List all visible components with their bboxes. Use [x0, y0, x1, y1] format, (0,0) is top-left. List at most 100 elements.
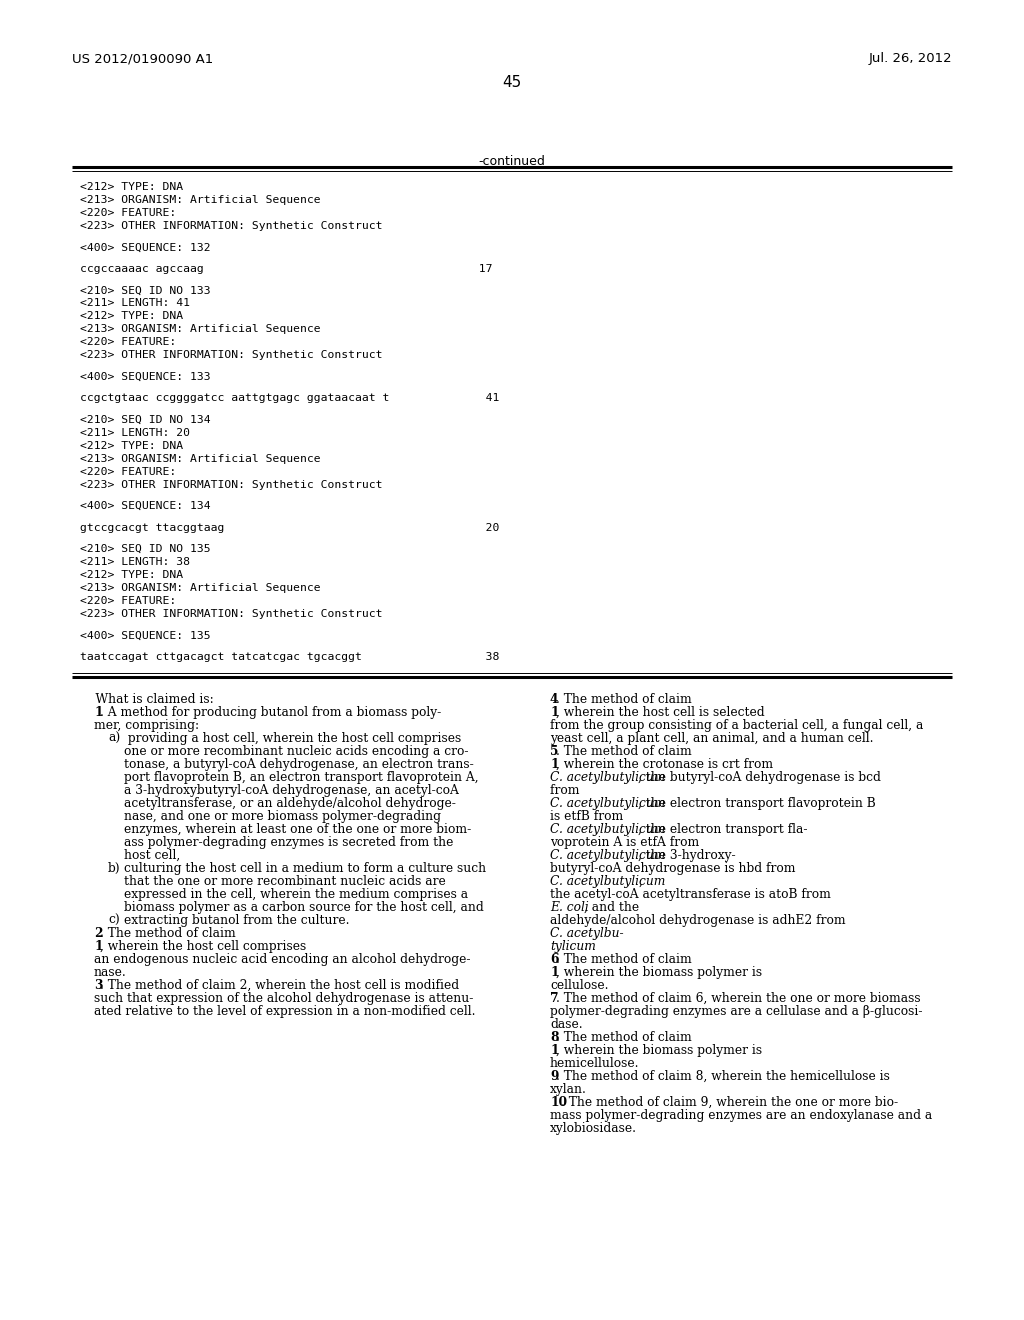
Text: . The method of claim 8, wherein the hemicellulose is: . The method of claim 8, wherein the hem…: [556, 1071, 890, 1082]
Text: C. acetylbutylicum: C. acetylbutylicum: [550, 875, 666, 888]
Text: , the 3-hydroxy-: , the 3-hydroxy-: [638, 849, 736, 862]
Text: What is claimed is:: What is claimed is:: [80, 693, 214, 706]
Text: a 3-hydroxybutyryl-coA dehydrogenase, an acetyl-coA: a 3-hydroxybutyryl-coA dehydrogenase, an…: [124, 784, 459, 797]
Text: ccgccaaaac agccaag                                        17: ccgccaaaac agccaag 17: [80, 264, 493, 275]
Text: enzymes, wherein at least one of the one or more biom-: enzymes, wherein at least one of the one…: [124, 822, 471, 836]
Text: from the group consisting of a bacterial cell, a fungal cell, a: from the group consisting of a bacterial…: [550, 719, 924, 733]
Text: <213> ORGANISM: Artificial Sequence: <213> ORGANISM: Artificial Sequence: [80, 583, 321, 593]
Text: expressed in the cell, wherein the medium comprises a: expressed in the cell, wherein the mediu…: [124, 888, 468, 902]
Text: -continued: -continued: [478, 154, 546, 168]
Text: providing a host cell, wherein the host cell comprises: providing a host cell, wherein the host …: [124, 733, 461, 744]
Text: extracting butanol from the culture.: extracting butanol from the culture.: [124, 913, 349, 927]
Text: . The method of claim 2, wherein the host cell is modified: . The method of claim 2, wherein the hos…: [99, 979, 459, 991]
Text: from: from: [550, 784, 584, 797]
Text: <210> SEQ ID NO 134: <210> SEQ ID NO 134: [80, 414, 211, 425]
Text: C. acetylbu-: C. acetylbu-: [550, 927, 624, 940]
Text: . The method of claim: . The method of claim: [556, 953, 695, 966]
Text: , the electron transport flavoprotein B: , the electron transport flavoprotein B: [638, 797, 876, 810]
Text: the acetyl-coA acetyltransferase is atoB from: the acetyl-coA acetyltransferase is atoB…: [550, 888, 835, 902]
Text: tylicum: tylicum: [550, 940, 596, 953]
Text: 5: 5: [550, 744, 558, 758]
Text: <223> OTHER INFORMATION: Synthetic Construct: <223> OTHER INFORMATION: Synthetic Const…: [80, 220, 383, 231]
Text: , wherein the biomass polymer is: , wherein the biomass polymer is: [556, 1044, 762, 1057]
Text: US 2012/0190090 A1: US 2012/0190090 A1: [72, 51, 213, 65]
Text: <400> SEQUENCE: 135: <400> SEQUENCE: 135: [80, 631, 211, 640]
Text: one or more recombinant nucleic acids encoding a cro-: one or more recombinant nucleic acids en…: [124, 744, 469, 758]
Text: Jul. 26, 2012: Jul. 26, 2012: [868, 51, 952, 65]
Text: xylan.: xylan.: [550, 1082, 587, 1096]
Text: an endogenous nucleic acid encoding an alcohol dehydroge-: an endogenous nucleic acid encoding an a…: [94, 953, 470, 966]
Text: C. acetylbutylicum: C. acetylbutylicum: [550, 797, 666, 810]
Text: 45: 45: [503, 75, 521, 90]
Text: <220> FEATURE:: <220> FEATURE:: [80, 597, 176, 606]
Text: nase.: nase.: [94, 966, 127, 979]
Text: 1: 1: [94, 706, 102, 719]
Text: 1: 1: [550, 966, 558, 979]
Text: C. acetylbutylicum: C. acetylbutylicum: [550, 771, 666, 784]
Text: E. coli: E. coli: [550, 902, 589, 913]
Text: port flavoprotein B, an electron transport flavoprotein A,: port flavoprotein B, an electron transpo…: [124, 771, 478, 784]
Text: ccgctgtaac ccggggatcc aattgtgagc ggataacaat t              41: ccgctgtaac ccggggatcc aattgtgagc ggataac…: [80, 393, 500, 403]
Text: <211> LENGTH: 20: <211> LENGTH: 20: [80, 428, 190, 438]
Text: <400> SEQUENCE: 134: <400> SEQUENCE: 134: [80, 502, 211, 511]
Text: <220> FEATURE:: <220> FEATURE:: [80, 209, 176, 218]
Text: mer, comprising:: mer, comprising:: [94, 719, 199, 733]
Text: . The method of claim: . The method of claim: [556, 693, 695, 706]
Text: , wherein the crotonase is crt from: , wherein the crotonase is crt from: [556, 758, 773, 771]
Text: , the electron transport fla-: , the electron transport fla-: [638, 822, 808, 836]
Text: ass polymer-degrading enzymes is secreted from the: ass polymer-degrading enzymes is secrete…: [124, 836, 454, 849]
Text: ated relative to the level of expression in a non-modified cell.: ated relative to the level of expression…: [94, 1005, 475, 1018]
Text: aldehyde/alcohol dehydrogenase is adhE2 from: aldehyde/alcohol dehydrogenase is adhE2 …: [550, 913, 850, 927]
Text: dase.: dase.: [550, 1018, 583, 1031]
Text: nase, and one or more biomass polymer-degrading: nase, and one or more biomass polymer-de…: [124, 810, 441, 822]
Text: , wherein the host cell comprises: , wherein the host cell comprises: [99, 940, 306, 953]
Text: such that expression of the alcohol dehydrogenase is attenu-: such that expression of the alcohol dehy…: [94, 991, 473, 1005]
Text: 1: 1: [550, 758, 558, 771]
Text: . The method of claim: . The method of claim: [99, 927, 240, 940]
Text: <212> TYPE: DNA: <212> TYPE: DNA: [80, 570, 183, 579]
Text: . The method of claim: . The method of claim: [556, 744, 695, 758]
Text: <220> FEATURE:: <220> FEATURE:: [80, 338, 176, 347]
Text: mass polymer-degrading enzymes are an endoxylanase and a: mass polymer-degrading enzymes are an en…: [550, 1109, 932, 1122]
Text: <212> TYPE: DNA: <212> TYPE: DNA: [80, 182, 183, 191]
Text: <212> TYPE: DNA: <212> TYPE: DNA: [80, 441, 183, 450]
Text: 1: 1: [94, 940, 102, 953]
Text: , the butyryl-coA dehydrogenase is bcd: , the butyryl-coA dehydrogenase is bcd: [638, 771, 881, 784]
Text: <220> FEATURE:: <220> FEATURE:: [80, 467, 176, 477]
Text: 7: 7: [550, 991, 559, 1005]
Text: <213> ORGANISM: Artificial Sequence: <213> ORGANISM: Artificial Sequence: [80, 195, 321, 205]
Text: voprotein A is etfA from: voprotein A is etfA from: [550, 836, 703, 849]
Text: 6: 6: [550, 953, 558, 966]
Text: b): b): [108, 862, 121, 875]
Text: tonase, a butyryl-coA dehydrogenase, an electron trans-: tonase, a butyryl-coA dehydrogenase, an …: [124, 758, 474, 771]
Text: <211> LENGTH: 41: <211> LENGTH: 41: [80, 298, 190, 309]
Text: butyryl-coA dehydrogenase is hbd from: butyryl-coA dehydrogenase is hbd from: [550, 862, 800, 875]
Text: <223> OTHER INFORMATION: Synthetic Construct: <223> OTHER INFORMATION: Synthetic Const…: [80, 609, 383, 619]
Text: . A method for producing butanol from a biomass poly-: . A method for producing butanol from a …: [99, 706, 441, 719]
Text: , and the: , and the: [585, 902, 639, 913]
Text: <213> ORGANISM: Artificial Sequence: <213> ORGANISM: Artificial Sequence: [80, 454, 321, 463]
Text: C. acetylbutylicum: C. acetylbutylicum: [550, 849, 666, 862]
Text: .: .: [585, 940, 588, 953]
Text: polymer-degrading enzymes are a cellulase and a β-glucosi-: polymer-degrading enzymes are a cellulas…: [550, 1005, 923, 1018]
Text: . The method of claim 6, wherein the one or more biomass: . The method of claim 6, wherein the one…: [556, 991, 921, 1005]
Text: 4: 4: [550, 693, 558, 706]
Text: <223> OTHER INFORMATION: Synthetic Construct: <223> OTHER INFORMATION: Synthetic Const…: [80, 350, 383, 360]
Text: <400> SEQUENCE: 132: <400> SEQUENCE: 132: [80, 243, 211, 252]
Text: 9: 9: [550, 1071, 558, 1082]
Text: biomass polymer as a carbon source for the host cell, and: biomass polymer as a carbon source for t…: [124, 902, 483, 913]
Text: 1: 1: [550, 706, 558, 719]
Text: <400> SEQUENCE: 133: <400> SEQUENCE: 133: [80, 372, 211, 381]
Text: <213> ORGANISM: Artificial Sequence: <213> ORGANISM: Artificial Sequence: [80, 325, 321, 334]
Text: cellulose.: cellulose.: [550, 979, 608, 991]
Text: 3: 3: [94, 979, 102, 991]
Text: gtccgcacgt ttacggtaag                                      20: gtccgcacgt ttacggtaag 20: [80, 523, 500, 532]
Text: 1: 1: [550, 1044, 558, 1057]
Text: 10: 10: [550, 1096, 567, 1109]
Text: <210> SEQ ID NO 135: <210> SEQ ID NO 135: [80, 544, 211, 554]
Text: , wherein the biomass polymer is: , wherein the biomass polymer is: [556, 966, 762, 979]
Text: a): a): [108, 733, 120, 744]
Text: . The method of claim: . The method of claim: [556, 1031, 695, 1044]
Text: <211> LENGTH: 38: <211> LENGTH: 38: [80, 557, 190, 568]
Text: 2: 2: [94, 927, 102, 940]
